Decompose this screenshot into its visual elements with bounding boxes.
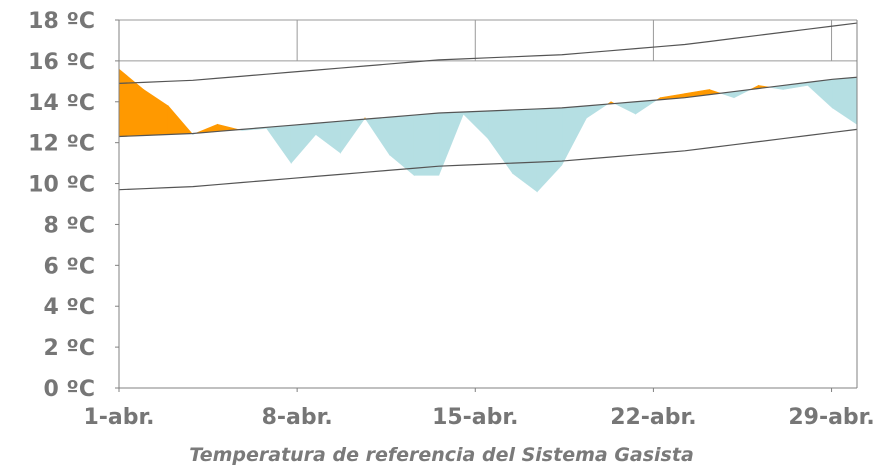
- y-tick-label: 2 ºC: [43, 336, 95, 361]
- area-below-reference: [635, 99, 657, 115]
- area-below-reference: [315, 120, 341, 154]
- area-below-reference: [512, 108, 538, 193]
- area-below-reference: [463, 110, 489, 140]
- area-below-reference: [832, 76, 858, 125]
- axes: [118, 20, 858, 389]
- y-tick-label: 16 ºC: [28, 50, 95, 75]
- deviation-areas: [118, 68, 858, 193]
- area-below-reference: [807, 78, 833, 109]
- chart-caption: Temperatura de referencia del Sistema Ga…: [189, 444, 694, 466]
- y-tick-label: 14 ºC: [28, 91, 95, 116]
- x-tick-label: 22-abr.: [610, 405, 696, 430]
- y-tick-label: 10 ºC: [28, 173, 95, 198]
- area-below-reference: [365, 116, 390, 156]
- grid-lines: [119, 19, 857, 62]
- x-tick-label: 15-abr.: [432, 405, 518, 430]
- y-tick-label: 8 ºC: [43, 213, 95, 238]
- y-tick-label: 12 ºC: [28, 132, 95, 157]
- area-above-reference: [118, 68, 144, 137]
- y-tick-label: 4 ºC: [43, 295, 95, 320]
- y-tick-label: 18 ºC: [28, 9, 95, 34]
- area-above-reference: [143, 88, 169, 136]
- area-below-reference: [561, 105, 587, 166]
- y-tick-label: 6 ºC: [43, 254, 95, 279]
- x-tick-label: 8-abr.: [262, 405, 333, 430]
- area-below-reference: [389, 114, 415, 177]
- x-tick-label: 1-abr.: [83, 405, 154, 430]
- y-tick-label: 0 ºC: [43, 377, 95, 402]
- series-line-lower: [118, 128, 858, 191]
- area-below-reference: [340, 118, 365, 154]
- area-below-reference: [266, 124, 292, 165]
- x-tick-label: 29-abr.: [788, 405, 874, 430]
- area-below-reference: [536, 107, 563, 193]
- series-lines: [118, 22, 858, 191]
- y-axis-ticks: 0 ºC 2 ºC 4 ºC 6 ºC 8 ºC 10 ºC 12 ºC 14 ºC 16 ºC…: [28, 9, 119, 402]
- series-line-upper: [118, 22, 858, 84]
- area-above-reference: [167, 105, 193, 135]
- area-below-reference: [290, 122, 317, 164]
- area-below-reference: [586, 103, 608, 119]
- x-axis-ticks: 1-abr. 8-abr. 15-abr. 22-abr. 29-abr.: [83, 388, 875, 430]
- series-line-reference: [118, 76, 858, 138]
